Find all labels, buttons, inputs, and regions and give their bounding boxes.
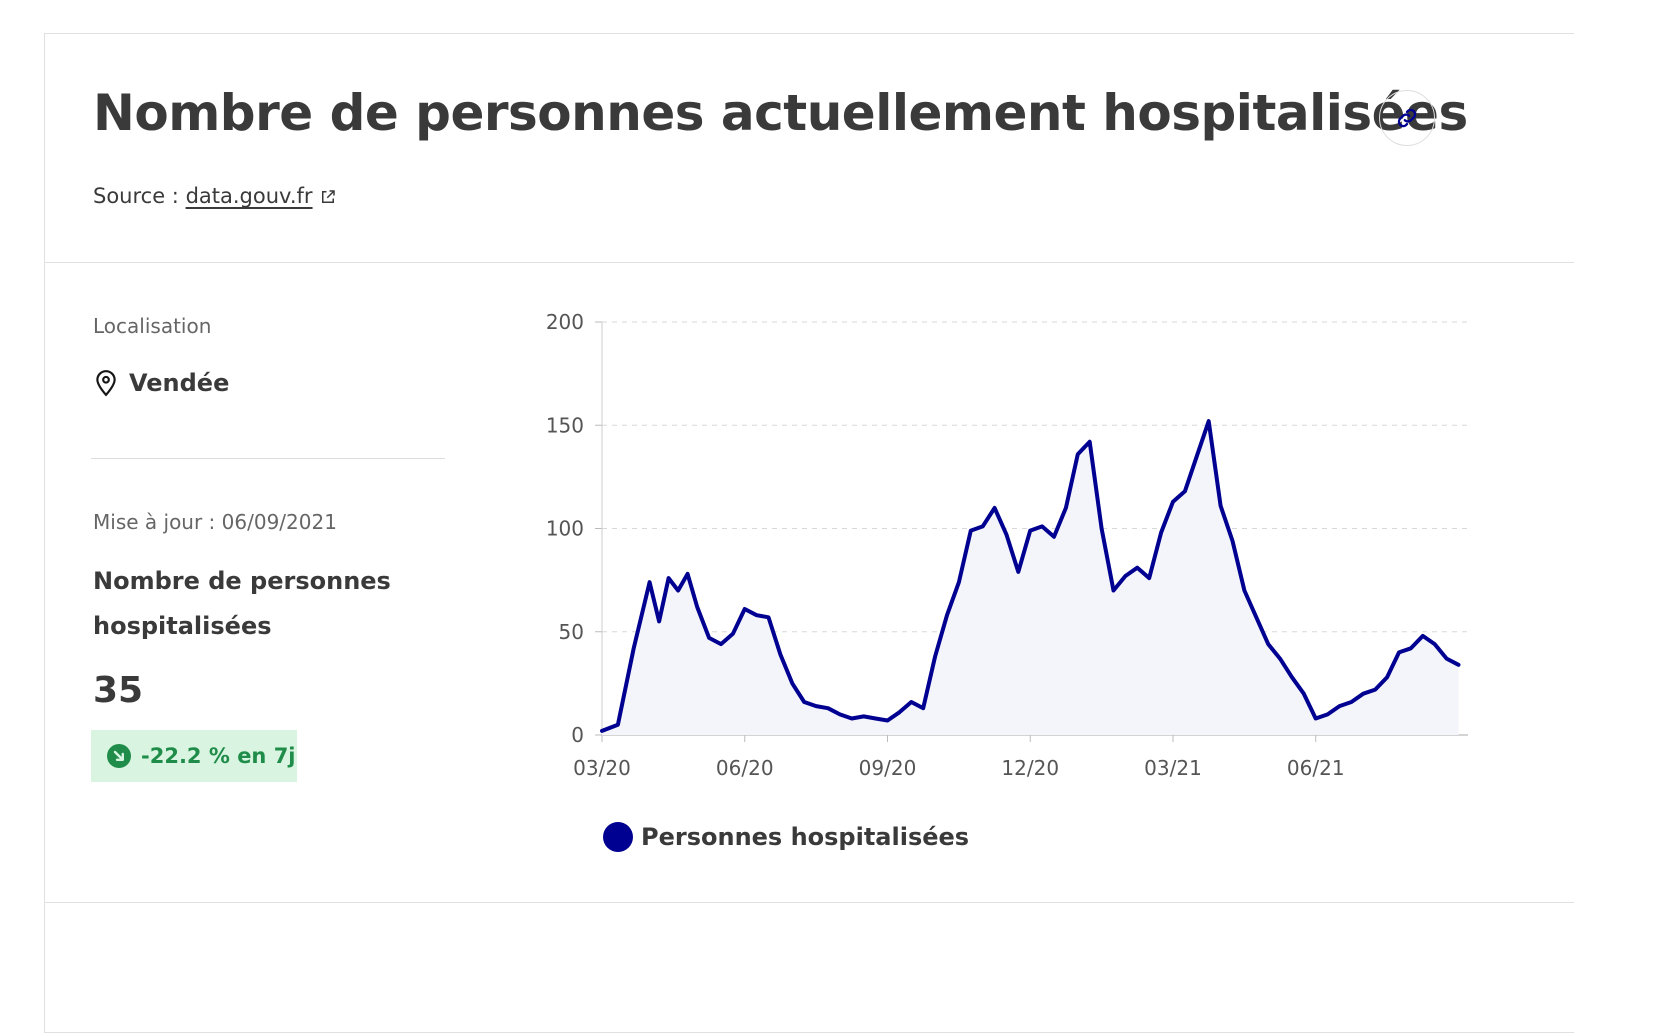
trend-badge: -22.2 % en 7j: [91, 730, 297, 782]
y-tick-label: 150: [546, 413, 584, 437]
page-title: Nombre de personnes actuellement hospita…: [93, 84, 1468, 142]
sidebar-divider: [91, 458, 445, 459]
legend-label: Personnes hospitalisées: [641, 823, 970, 851]
y-tick-label: 200: [546, 310, 584, 334]
source-link[interactable]: data.gouv.fr: [186, 184, 337, 208]
map-pin-icon: [96, 370, 116, 397]
series-line: [600, 419, 1461, 733]
metric-value: 35: [93, 670, 144, 711]
x-tick-label: 12/20: [1001, 756, 1059, 780]
series-area: [602, 421, 1459, 735]
y-tick-label: 50: [559, 620, 584, 644]
header-divider: [45, 262, 1574, 263]
link-icon: [1397, 108, 1417, 128]
source-link-label: data.gouv.fr: [185, 184, 313, 208]
location-label: Localisation: [93, 314, 212, 338]
hospitalisation-chart: 0 50 100 150 200 03/20 06/20 09/20 12/20 03/21 06/…: [546, 310, 1468, 780]
metric-label: Nombre de personnes hospitalisées: [93, 567, 391, 640]
trend-down-icon: [107, 744, 131, 768]
x-tick-label: 06/20: [716, 756, 774, 780]
source-line: Source : data.gouv.fr: [93, 184, 337, 208]
trend-text: -22.2 % en 7j: [141, 744, 296, 768]
x-tick-label: 06/21: [1287, 756, 1345, 780]
source-prefix: Source :: [93, 184, 179, 208]
location-row: Vendée: [93, 369, 229, 397]
x-tick-label: 03/21: [1144, 756, 1202, 780]
x-tick-label: 09/20: [859, 756, 917, 780]
y-tick-label: 0: [571, 723, 584, 747]
chart-legend: Personnes hospitalisées: [603, 822, 969, 852]
footer-divider: [45, 902, 1574, 903]
copy-link-button[interactable]: [1379, 90, 1435, 146]
y-tick-label: 100: [546, 517, 584, 541]
external-link-icon: [321, 190, 335, 203]
chart-card: Nombre de personnes actuellement hospita…: [44, 33, 1574, 1033]
legend-marker: [603, 822, 633, 852]
x-tick-label: 03/20: [573, 756, 631, 780]
update-date: Mise à jour : 06/09/2021: [93, 510, 337, 534]
location-value: Vendée: [129, 369, 230, 397]
